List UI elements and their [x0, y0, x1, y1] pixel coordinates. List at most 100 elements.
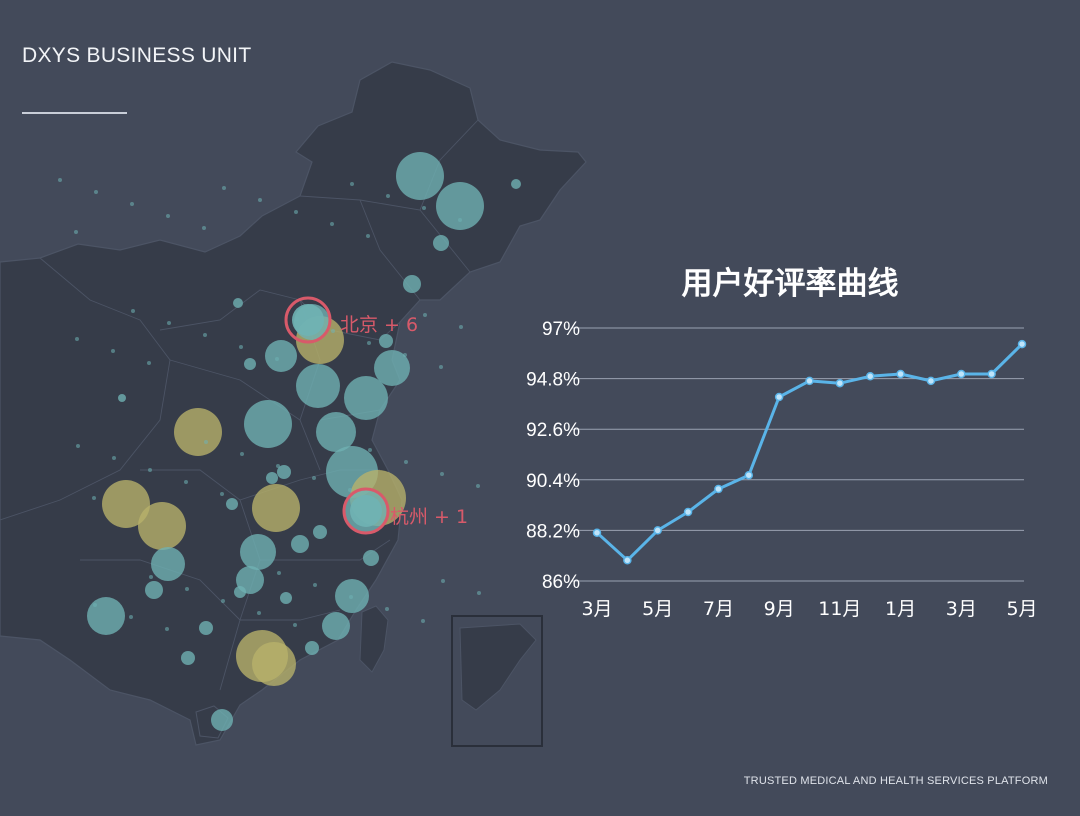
city-bubble — [181, 651, 195, 665]
city-dot — [240, 452, 244, 456]
rating-point — [926, 376, 936, 386]
city-bubble — [138, 502, 186, 550]
x-tick-label: 5月 — [642, 598, 673, 620]
city-dot — [130, 202, 134, 206]
chart-grid — [572, 327, 1024, 582]
map-label-hangzhou: 杭州 + 1 — [390, 506, 469, 528]
city-bubble — [436, 182, 484, 230]
city-dot — [75, 337, 79, 341]
city-dot — [458, 218, 462, 222]
chart-title: 用户好评率曲线 — [681, 266, 899, 302]
rating-point — [683, 507, 693, 517]
city-bubble — [403, 275, 421, 293]
city-bubble — [252, 484, 300, 532]
footer-tagline: TRUSTED MEDICAL AND HEALTH SERVICES PLAT… — [743, 775, 1048, 787]
city-dot — [220, 492, 224, 496]
city-bubble — [280, 592, 292, 604]
hangzhou-highlight-ring — [342, 487, 390, 535]
y-tick-label: 94.8% — [526, 370, 580, 391]
x-tick-label: 7月 — [703, 598, 734, 620]
rating-point — [805, 376, 814, 386]
city-dot — [184, 480, 188, 484]
city-bubble — [233, 298, 243, 308]
city-bubble — [305, 641, 319, 655]
city-dot — [476, 484, 480, 488]
city-bubble — [226, 498, 238, 510]
city-dot — [58, 178, 62, 182]
city-dot — [275, 357, 279, 361]
city-bubble — [199, 621, 213, 635]
series-group — [592, 339, 1027, 565]
rating-point — [744, 470, 754, 480]
rating-point — [835, 378, 845, 388]
city-bubble — [396, 152, 444, 200]
city-bubble — [118, 394, 126, 402]
city-bubble — [87, 597, 125, 635]
city-dot — [348, 488, 352, 492]
city-bubble — [344, 376, 388, 420]
city-dot — [330, 222, 334, 226]
city-dot — [129, 615, 133, 619]
city-dot — [421, 619, 425, 623]
city-dot — [149, 575, 153, 579]
x-tick-label: 3月 — [946, 598, 977, 620]
city-bubble — [374, 350, 410, 386]
city-dot — [404, 460, 408, 464]
city-dot — [221, 599, 225, 603]
city-dot — [239, 345, 243, 349]
x-tick-label: 1月 — [885, 598, 916, 620]
city-dot — [368, 448, 372, 452]
rating-point — [957, 369, 966, 379]
city-dot — [76, 444, 80, 448]
city-dot — [441, 579, 445, 583]
city-dot — [167, 321, 171, 325]
y-tick-label: 92.6% — [526, 420, 580, 441]
rating-point — [896, 369, 905, 379]
city-dot — [277, 571, 281, 575]
city-dot — [313, 583, 317, 587]
x-tick-label: 11月 — [818, 598, 861, 620]
city-dot — [94, 190, 98, 194]
city-dot — [439, 365, 443, 369]
rating-point — [1017, 339, 1027, 349]
city-bubble — [236, 566, 264, 594]
city-bubble — [252, 642, 296, 686]
city-dot — [257, 611, 261, 615]
rating-point — [714, 484, 723, 494]
rating-point — [865, 372, 875, 381]
city-dot — [202, 226, 206, 230]
city-bubble — [316, 412, 356, 452]
city-bubble — [379, 334, 393, 348]
y-tick-label: 86% — [542, 572, 580, 593]
city-dot — [459, 325, 463, 329]
city-dot — [422, 206, 426, 210]
city-dot — [148, 468, 152, 472]
x-axis-ticks: 3月 5月 7月 9月 11月 1月 3月 5月 — [581, 598, 1037, 620]
city-dot — [276, 464, 280, 468]
x-tick-label: 9月 — [764, 598, 795, 620]
city-dot — [350, 182, 354, 186]
beijing-highlight-ring — [284, 296, 332, 344]
city-dot — [222, 186, 226, 190]
city-bubble — [296, 364, 340, 408]
rating-point — [653, 526, 662, 535]
city-bubble — [151, 547, 185, 581]
city-dot — [440, 472, 444, 476]
city-dot — [165, 627, 169, 631]
city-bubble — [244, 358, 256, 370]
city-bubble — [240, 534, 276, 570]
city-dot — [166, 214, 170, 218]
city-dot — [385, 607, 389, 611]
city-dot — [92, 496, 96, 500]
city-dot — [111, 349, 115, 353]
city-dot — [366, 234, 370, 238]
rating-point — [623, 556, 632, 565]
city-dot — [147, 361, 151, 365]
map-label-beijing: 北京 + 6 — [340, 314, 419, 336]
city-dot — [367, 341, 371, 345]
hangzhou-bubble — [350, 495, 382, 527]
city-bubble — [277, 465, 291, 479]
city-dot — [112, 456, 116, 460]
